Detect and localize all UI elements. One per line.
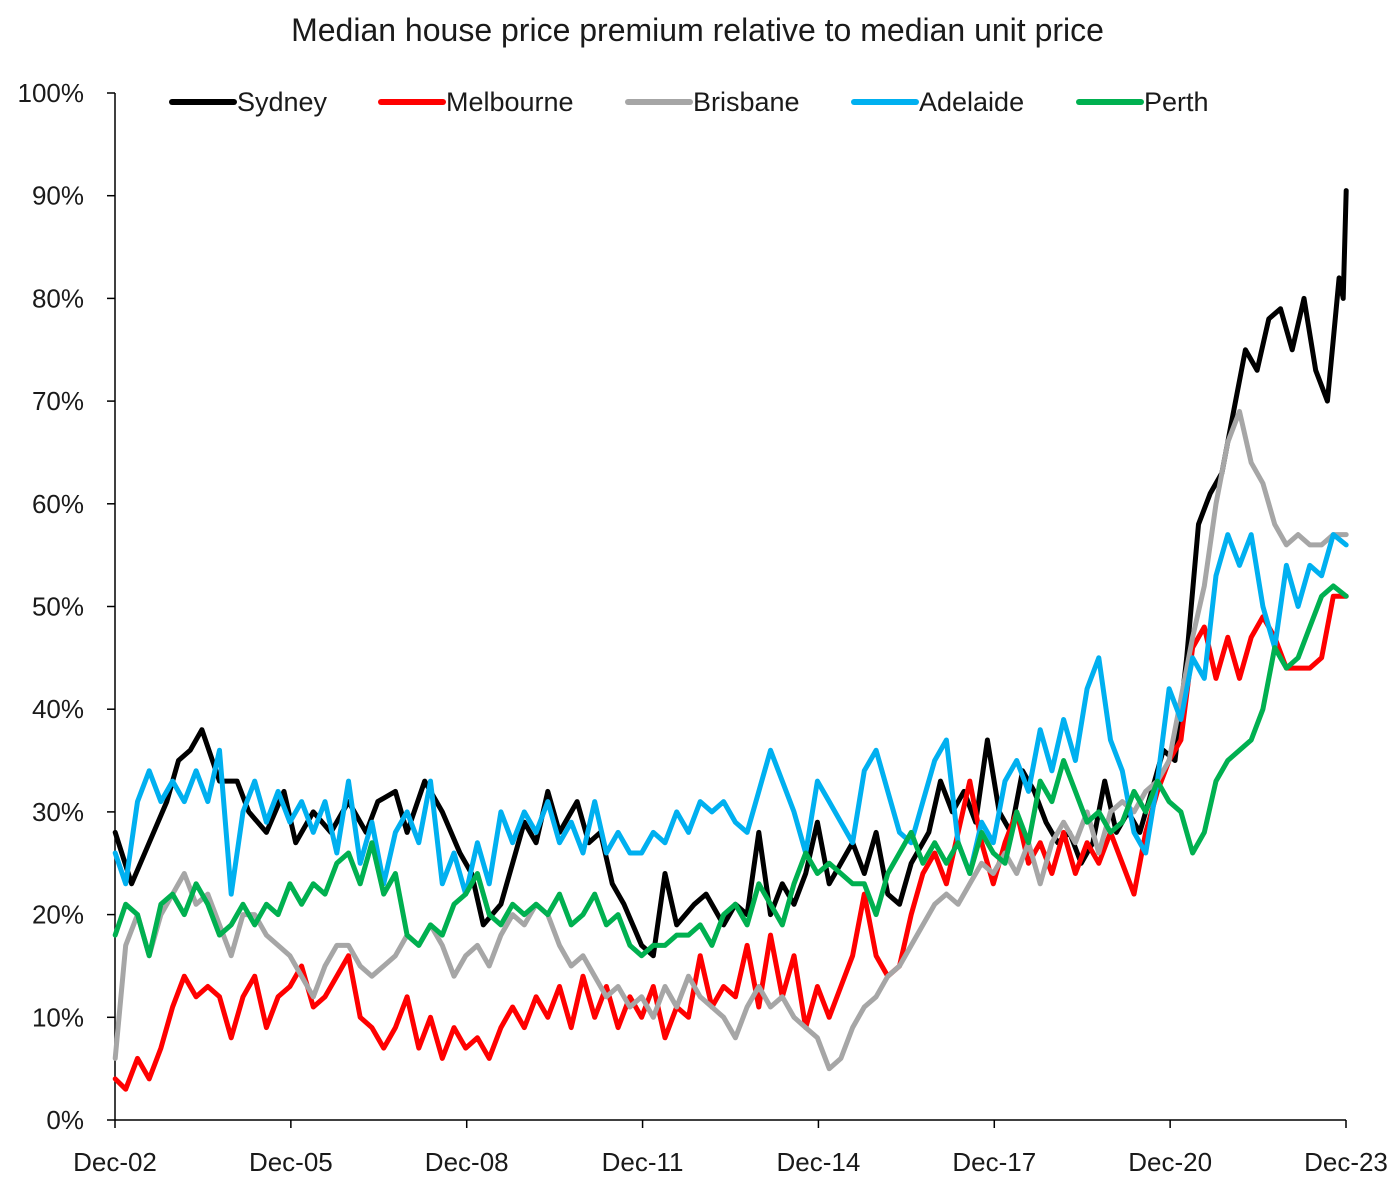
y-tick-label: 40% [32, 694, 84, 724]
legend-label-sydney: Sydney [237, 87, 328, 117]
x-tick-label: Dec-14 [777, 1147, 861, 1177]
y-tick-label: 100% [18, 78, 85, 108]
series-line-sydney [112, 188, 1349, 959]
y-tick-label: 20% [32, 900, 84, 930]
legend-label-brisbane: Brisbane [693, 87, 800, 117]
x-axis-ticks: Dec-02 Dec-05 Dec-08 Dec-11 Dec-14 Dec-17 Dec-… [73, 1120, 1388, 1177]
y-tick-label: 80% [32, 283, 84, 313]
x-tick-label: Dec-05 [249, 1147, 333, 1177]
x-tick-label: Dec-02 [73, 1147, 157, 1177]
x-tick-label: Dec-17 [952, 1147, 1036, 1177]
legend-label-adelaide: Adelaide [919, 87, 1024, 117]
y-axis-ticks: 0% 10% 20% 30% 40% 50% 60% 70% 80% 90% 100% [18, 78, 115, 1135]
series-lines [112, 188, 1349, 1092]
legend: Sydney Melbourne Brisbane Adelaide Perth [169, 87, 1209, 117]
x-tick-label: Dec-23 [1304, 1147, 1388, 1177]
x-tick-label: Dec-08 [425, 1147, 509, 1177]
y-tick-label: 10% [32, 1002, 84, 1032]
series-line-perth [112, 583, 1349, 959]
x-tick-label: Dec-20 [1128, 1147, 1212, 1177]
series-line-adelaide [112, 532, 1349, 897]
y-tick-label: 0% [46, 1105, 84, 1135]
y-tick-label: 60% [32, 489, 84, 519]
legend-label-perth: Perth [1144, 87, 1209, 117]
series-line-melbourne [112, 593, 1349, 1092]
x-tick-label: Dec-11 [602, 1147, 684, 1177]
chart-title: Median house price premium relative to m… [291, 12, 1104, 48]
y-tick-label: 30% [32, 797, 84, 827]
y-tick-label: 90% [32, 181, 84, 211]
y-tick-label: 50% [32, 592, 84, 622]
y-tick-label: 70% [32, 386, 84, 416]
legend-label-melbourne: Melbourne [446, 87, 574, 117]
